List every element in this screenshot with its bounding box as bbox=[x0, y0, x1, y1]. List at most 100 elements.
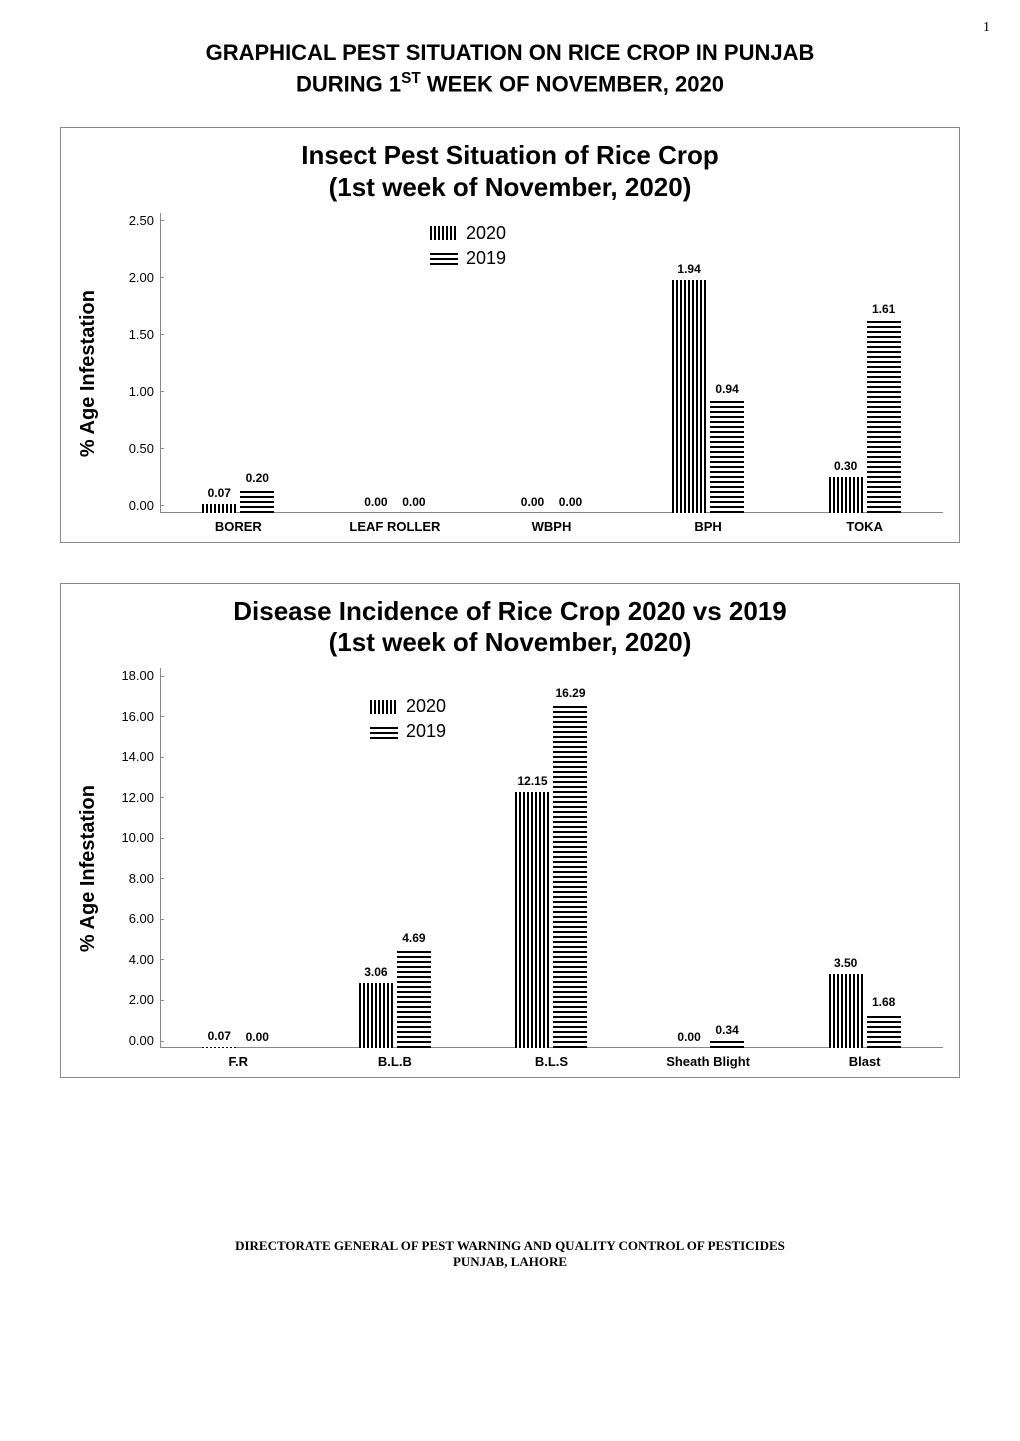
bar-2019: 16.29 bbox=[553, 704, 587, 1048]
chart2-x-labels: F.RB.L.BB.L.SSheath BlightBlast bbox=[160, 1054, 943, 1069]
chart1-x-labels: BORERLEAF ROLLERWBPHBPHTOKA bbox=[160, 519, 943, 534]
legend-swatch bbox=[370, 700, 398, 714]
chart1-bars: 0.070.200.000.000.000.001.940.940.301.61 bbox=[160, 213, 943, 513]
category-group: 1.940.94 bbox=[630, 213, 787, 513]
legend-label: 2019 bbox=[406, 721, 446, 742]
category-group: 0.301.61 bbox=[786, 213, 943, 513]
page-number: 1 bbox=[983, 20, 990, 36]
legend-swatch bbox=[370, 725, 398, 739]
bar-2020: 3.06 bbox=[359, 983, 393, 1048]
chart2-legend: 2020 2019 bbox=[370, 696, 446, 742]
bar-label-2020: 3.06 bbox=[364, 965, 387, 979]
x-label: B.L.B bbox=[317, 1054, 474, 1069]
bar-2019: 0.34 bbox=[710, 1041, 744, 1048]
bar-2020: 12.15 bbox=[515, 792, 549, 1049]
bar-2019: 1.68 bbox=[867, 1013, 901, 1048]
chart1-title-line1: Insect Pest Situation of Rice Crop bbox=[301, 140, 719, 170]
page-title-line2-sup: ST bbox=[401, 70, 421, 87]
bar-label-2020: 1.94 bbox=[677, 262, 700, 276]
bar-label-2019: 0.20 bbox=[246, 471, 269, 485]
x-label: WBPH bbox=[473, 519, 630, 534]
y-tick: 6.00 bbox=[110, 911, 160, 926]
x-label: TOKA bbox=[786, 519, 943, 534]
bar-label-2020: 0.07 bbox=[208, 486, 231, 500]
y-tick: 2.00 bbox=[110, 992, 160, 1007]
y-tick: 0.00 bbox=[110, 498, 160, 513]
bar-label-2020: 0.00 bbox=[521, 495, 544, 509]
footer-line2: PUNJAB, LAHORE bbox=[60, 1254, 960, 1270]
chart2-y-axis-label: % Age Infestation bbox=[77, 785, 100, 952]
bar-label-2019: 0.94 bbox=[715, 382, 738, 396]
legend-swatch bbox=[430, 251, 458, 265]
legend-item: 2020 bbox=[430, 223, 506, 244]
bar-label-2019: 4.69 bbox=[402, 931, 425, 945]
x-label: Blast bbox=[786, 1054, 943, 1069]
y-tick: 8.00 bbox=[110, 871, 160, 886]
y-tick: 16.00 bbox=[110, 709, 160, 724]
bar-label-2020: 0.07 bbox=[208, 1029, 231, 1043]
bar-2020: 0.07 bbox=[202, 1047, 236, 1048]
y-tick: 18.00 bbox=[110, 668, 160, 683]
bar-label-2020: 12.15 bbox=[517, 774, 547, 788]
page-title-line2-b: WEEK OF NOVEMBER, 2020 bbox=[421, 71, 724, 96]
bar-2020: 0.07 bbox=[202, 504, 236, 512]
chart1-y-axis-label: % Age Infestation bbox=[77, 290, 100, 457]
legend-swatch bbox=[430, 226, 458, 240]
chart1-plot-area: 0.070.200.000.000.000.001.940.940.301.61… bbox=[160, 213, 943, 513]
category-group: 0.07 0.20 bbox=[160, 213, 317, 513]
bar-label-2019: 0.34 bbox=[715, 1023, 738, 1037]
chart1-title-line2: (1st week of November, 2020) bbox=[329, 172, 692, 202]
y-tick: 1.50 bbox=[110, 327, 160, 342]
bar-2019: 1.61 bbox=[867, 320, 901, 513]
legend-label: 2019 bbox=[466, 248, 506, 269]
insect-pest-chart: Insect Pest Situation of Rice Crop (1st … bbox=[60, 127, 960, 542]
chart1-y-ticks: 2.502.001.501.000.500.00 bbox=[110, 213, 160, 513]
x-label: BORER bbox=[160, 519, 317, 534]
page-title-line2-a: DURING 1 bbox=[296, 71, 401, 96]
bar-label-2019: 0.00 bbox=[402, 495, 425, 509]
x-label: Sheath Blight bbox=[630, 1054, 787, 1069]
legend-item: 2020 bbox=[370, 696, 446, 717]
legend-label: 2020 bbox=[466, 223, 506, 244]
bar-2019: 4.69 bbox=[397, 949, 431, 1048]
y-tick: 14.00 bbox=[110, 749, 160, 764]
bar-label-2020: 0.00 bbox=[677, 1030, 700, 1044]
y-tick: 1.00 bbox=[110, 384, 160, 399]
category-group: 0.00 0.34 bbox=[630, 668, 787, 1048]
y-tick: 0.00 bbox=[110, 1033, 160, 1048]
footer-line1: DIRECTORATE GENERAL OF PEST WARNING AND … bbox=[60, 1238, 960, 1254]
y-tick: 4.00 bbox=[110, 952, 160, 967]
chart1-title: Insect Pest Situation of Rice Crop (1st … bbox=[77, 140, 943, 202]
page-footer: DIRECTORATE GENERAL OF PEST WARNING AND … bbox=[60, 1238, 960, 1270]
chart2-title-line1: Disease Incidence of Rice Crop 2020 vs 2… bbox=[233, 596, 787, 626]
bar-label-2019: 16.29 bbox=[555, 686, 585, 700]
bar-label-2019: 0.00 bbox=[246, 1030, 269, 1044]
bar-2020: 0.30 bbox=[829, 477, 863, 513]
x-label: LEAF ROLLER bbox=[317, 519, 474, 534]
y-tick: 10.00 bbox=[110, 830, 160, 845]
bar-2020: 1.94 bbox=[672, 280, 706, 513]
bar-label-2019: 0.00 bbox=[559, 495, 582, 509]
y-tick: 2.00 bbox=[110, 270, 160, 285]
chart1-legend: 2020 2019 bbox=[430, 223, 506, 269]
chart2-title: Disease Incidence of Rice Crop 2020 vs 2… bbox=[77, 596, 943, 658]
legend-item: 2019 bbox=[430, 248, 506, 269]
chart2-plot-area: 0.070.003.064.6912.1516.290.000.343.501.… bbox=[160, 668, 943, 1048]
bar-label-2020: 0.30 bbox=[834, 459, 857, 473]
bar-2019: 0.94 bbox=[710, 400, 744, 513]
category-group: 3.501.68 bbox=[786, 668, 943, 1048]
chart2-bars: 0.070.003.064.6912.1516.290.000.343.501.… bbox=[160, 668, 943, 1048]
x-label: BPH bbox=[630, 519, 787, 534]
bar-label-2019: 1.61 bbox=[872, 302, 895, 316]
y-tick: 12.00 bbox=[110, 790, 160, 805]
legend-label: 2020 bbox=[406, 696, 446, 717]
chart2-title-line2: (1st week of November, 2020) bbox=[329, 627, 692, 657]
bar-label-2020: 0.00 bbox=[364, 495, 387, 509]
x-label: B.L.S bbox=[473, 1054, 630, 1069]
disease-incidence-chart: Disease Incidence of Rice Crop 2020 vs 2… bbox=[60, 583, 960, 1078]
y-tick: 2.50 bbox=[110, 213, 160, 228]
page-title-line1: GRAPHICAL PEST SITUATION ON RICE CROP IN… bbox=[60, 40, 960, 66]
page-title-line2: DURING 1ST WEEK OF NOVEMBER, 2020 bbox=[60, 70, 960, 97]
bar-label-2019: 1.68 bbox=[872, 995, 895, 1009]
category-group: 12.1516.29 bbox=[473, 668, 630, 1048]
